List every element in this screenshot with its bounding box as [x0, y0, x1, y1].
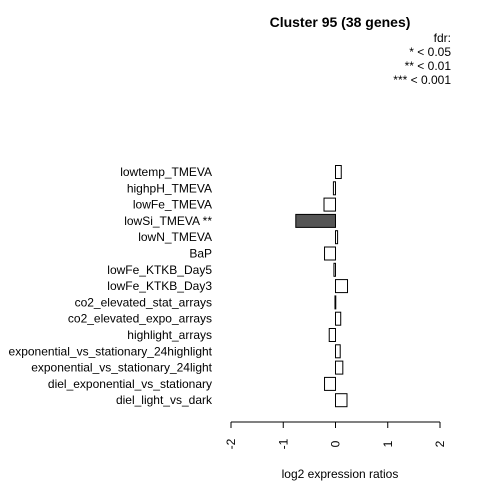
bar	[333, 262, 336, 277]
legend-heading: fdr:	[434, 31, 451, 45]
category-label: lowFe_KTKB_Day3	[107, 279, 212, 293]
bar	[324, 246, 336, 261]
category-label: co2_elevated_expo_arrays	[68, 312, 212, 326]
x-tick-label: -1	[276, 438, 290, 449]
category-label: highpH_TMEVA	[127, 181, 212, 195]
x-axis: -2 -1 0 1 2	[224, 421, 447, 449]
category-label: lowFe_KTKB_Day5	[107, 263, 212, 277]
legend-entry-3: *** < 0.001	[393, 73, 451, 87]
plot-area: lowtemp_TMEVA highpH_TMEVA lowFe_TMEVA lowS…	[9, 165, 349, 408]
bar	[335, 165, 342, 179]
x-axis-label: log2 expression ratios	[282, 467, 399, 481]
bar	[335, 393, 348, 408]
x-tick-label: 2	[433, 440, 447, 447]
legend-entry-1: * < 0.05	[409, 45, 451, 59]
x-tick-label: 1	[381, 440, 395, 447]
bar	[334, 295, 337, 310]
category-label: co2_elevated_stat_arrays	[75, 295, 212, 309]
category-label: lowN_TMEVA	[138, 230, 212, 244]
category-label: diel_exponential_vs_stationary	[48, 377, 212, 391]
bar	[323, 197, 337, 212]
bar	[324, 376, 336, 391]
category-label: lowtemp_TMEVA	[120, 165, 212, 179]
category-label: highlight_arrays	[127, 328, 212, 342]
x-tick-label: 0	[329, 440, 343, 447]
legend-entry-2: ** < 0.01	[405, 59, 452, 73]
category-label: exponential_vs_stationary_24light	[31, 361, 212, 375]
x-tick-label: -2	[224, 438, 238, 449]
category-label: lowFe_TMEVA	[133, 198, 212, 212]
category-label: diel_light_vs_dark	[116, 393, 213, 407]
bar	[335, 311, 342, 326]
bar	[328, 328, 337, 342]
category-label: exponential_vs_stationary_24highlight	[9, 344, 213, 358]
bar	[335, 279, 349, 294]
bar	[335, 344, 341, 359]
category-label: BaP	[189, 247, 212, 261]
chart-title: Cluster 95 (38 genes)	[270, 14, 411, 30]
category-label: lowSi_TMEVA **	[124, 214, 212, 228]
bar	[335, 360, 344, 375]
bar	[332, 181, 337, 196]
bar	[335, 230, 339, 245]
bar	[295, 213, 337, 228]
